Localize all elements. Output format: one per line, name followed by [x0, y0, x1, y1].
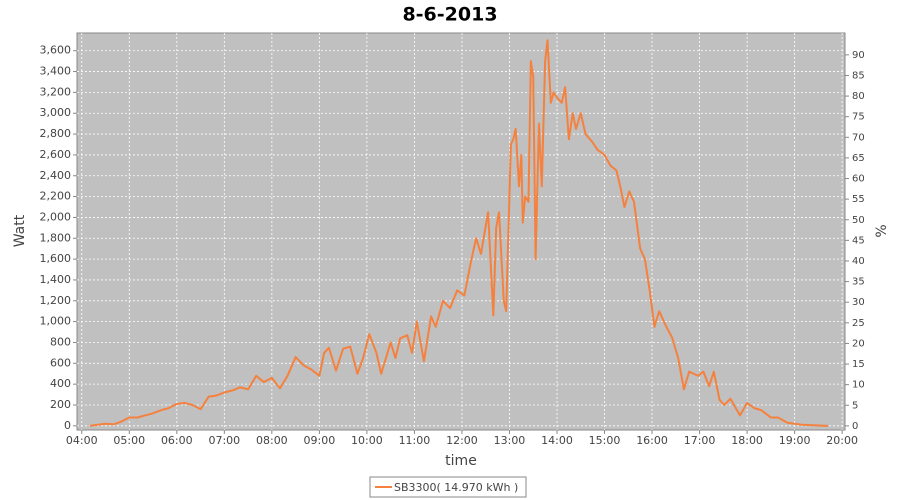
y-tick-label: 1,800	[40, 231, 72, 244]
y2-tick-label: 5	[852, 400, 858, 411]
y-tick-label: 200	[50, 398, 71, 411]
y-tick-label: 0	[64, 419, 71, 432]
x-tick-label: 18:00	[731, 434, 763, 447]
legend-label: SB3300( 14.970 kWh )	[394, 481, 518, 494]
y2-tick-label: 30	[852, 297, 865, 308]
y2-tick-label: 60	[852, 174, 865, 185]
x-tick-label: 07:00	[208, 434, 240, 447]
x-tick-label: 05:00	[113, 434, 145, 447]
y-tick-label: 2,800	[40, 127, 72, 140]
x-tick-label: 04:00	[66, 434, 98, 447]
y-tick-label: 3,400	[40, 65, 72, 78]
y2-tick-label: 65	[852, 153, 865, 164]
y2-axis-label: %	[874, 224, 890, 237]
x-tick-label: 08:00	[256, 434, 288, 447]
y2-tick-label: 0	[852, 421, 858, 432]
y-tick-label: 2,600	[40, 148, 72, 161]
y-tick-label: 3,600	[40, 44, 72, 57]
y2-tick-label: 85	[852, 70, 865, 81]
x-axis-label: time	[445, 453, 477, 469]
y2-tick-label: 40	[852, 256, 865, 267]
y-tick-label: 800	[50, 335, 71, 348]
y2-tick-label: 35	[852, 277, 865, 288]
y2-tick-label: 75	[852, 112, 865, 123]
y2-tick-label: 70	[852, 132, 865, 143]
x-tick-label: 15:00	[589, 434, 621, 447]
x-tick-label: 12:00	[446, 434, 478, 447]
y-tick-label: 600	[50, 356, 71, 369]
x-tick-label: 19:00	[779, 434, 811, 447]
x-tick-label: 20:00	[826, 434, 858, 447]
y-tick-label: 1,200	[40, 294, 72, 307]
x-tick-label: 09:00	[304, 434, 336, 447]
y2-tick-label: 15	[852, 359, 865, 370]
plot-area	[76, 32, 846, 431]
y2-tick-label: 20	[852, 338, 865, 349]
y2-tick-label: 50	[852, 215, 865, 226]
x-tick-label: 10:00	[351, 434, 383, 447]
y-tick-label: 1,400	[40, 273, 72, 286]
x-tick-label: 13:00	[494, 434, 526, 447]
y-tick-label: 3,000	[40, 106, 72, 119]
y2-tick-label: 80	[852, 91, 865, 102]
y-tick-label: 2,400	[40, 169, 72, 182]
legend-box	[369, 476, 527, 498]
y-tick-label: 1,000	[40, 315, 72, 328]
y-tick-label: 400	[50, 377, 71, 390]
y-tick-label: 2,000	[40, 210, 72, 223]
x-tick-label: 16:00	[636, 434, 668, 447]
y-tick-label: 3,200	[40, 85, 72, 98]
data-line	[89, 39, 828, 427]
y2-tick-label: 45	[852, 235, 865, 246]
y-tick-label: 2,200	[40, 190, 72, 203]
y2-tick-label: 10	[852, 380, 865, 391]
x-tick-label: 14:00	[541, 434, 573, 447]
y2-tick-label: 90	[852, 50, 865, 61]
x-tick-label: 17:00	[684, 434, 716, 447]
y-axis-label: Watt	[12, 214, 28, 247]
chart-title: 8-6-2013	[402, 4, 497, 26]
y-tick-label: 1,600	[40, 252, 72, 265]
x-tick-label: 11:00	[399, 434, 431, 447]
y2-tick-label: 25	[852, 318, 865, 329]
x-tick-label: 06:00	[161, 434, 193, 447]
y2-tick-label: 55	[852, 194, 865, 205]
